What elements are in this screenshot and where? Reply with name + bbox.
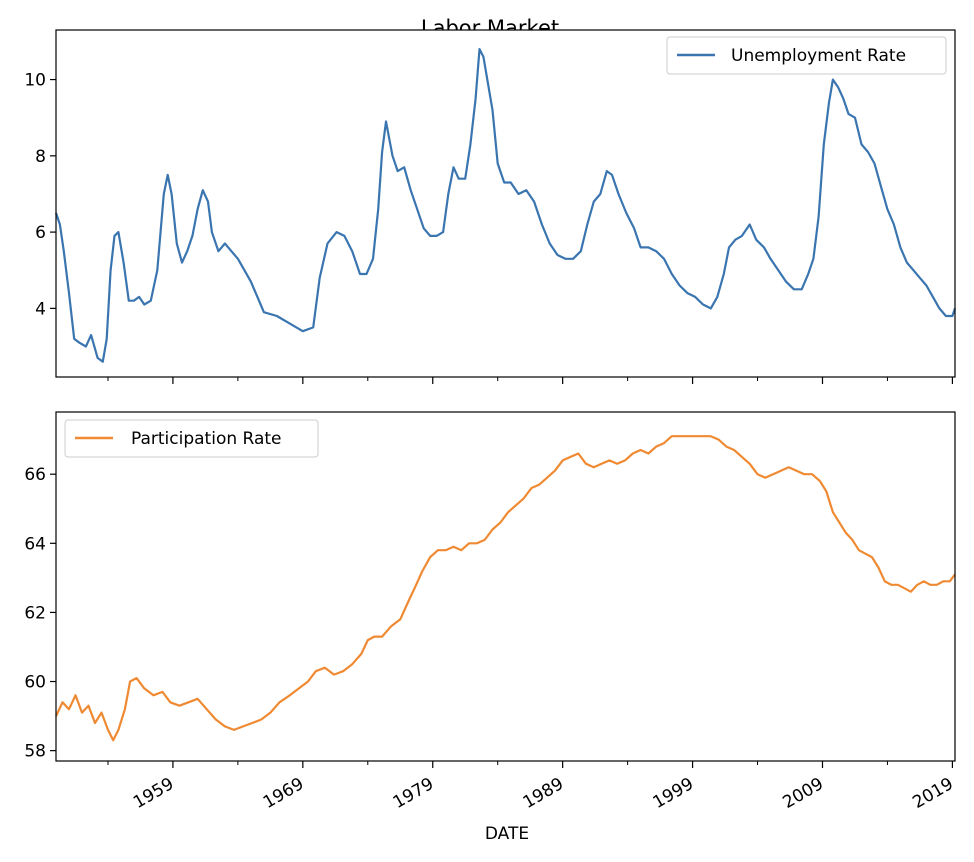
legend-unemployment-label: Unemployment Rate [731,46,906,66]
legend-participation-label: Participation Rate [131,429,282,449]
y-tick-label: 8 [35,147,46,167]
y-tick-label: 6 [35,223,46,243]
unemployment-panel: 4 6 8 10 Unemployment Rate [24,29,957,384]
x-tick-label: 1989 [520,774,567,813]
legend-unemployment: Unemployment Rate [666,36,947,75]
y-tick-label: 62 [24,603,46,623]
legend-unemployment-box [666,36,947,75]
x-tick-label: 1979 [390,774,437,813]
x-tick-label: 1969 [260,774,307,813]
x-tick-label: 1959 [130,774,177,813]
y-tick-label: 4 [35,299,46,319]
unemployment-y-ticks: 4 6 8 10 [24,71,56,319]
y-tick-label: 10 [24,71,46,91]
x-axis-label: DATE [485,824,529,844]
x-tick-label: 1999 [650,774,697,813]
y-tick-label: 64 [24,534,46,554]
y-tick-label: 58 [24,742,46,762]
y-tick-label: 66 [24,465,46,485]
x-tick-label: 2009 [780,774,827,813]
participation-y-ticks: 58 60 62 64 66 [24,465,56,762]
participation-axes-frame [55,411,956,762]
participation-panel: 58 60 62 64 66 Participation Rate [24,411,956,768]
unemployment-x-ticks [107,377,954,384]
participation-rate-line [55,435,956,742]
legend-participation-box [64,419,319,458]
participation-x-ticks [107,761,954,768]
unemployment-plot-area [56,30,955,377]
y-tick-label: 60 [24,673,46,693]
unemployment-axes-frame [55,29,956,378]
participation-plot-area [56,412,955,761]
x-tick-label: 2019 [909,774,956,813]
legend-participation: Participation Rate [64,419,319,458]
x-date-labels: 1959 1969 1979 1989 1999 2009 2019 [130,774,957,813]
unemployment-rate-line [54,48,957,363]
